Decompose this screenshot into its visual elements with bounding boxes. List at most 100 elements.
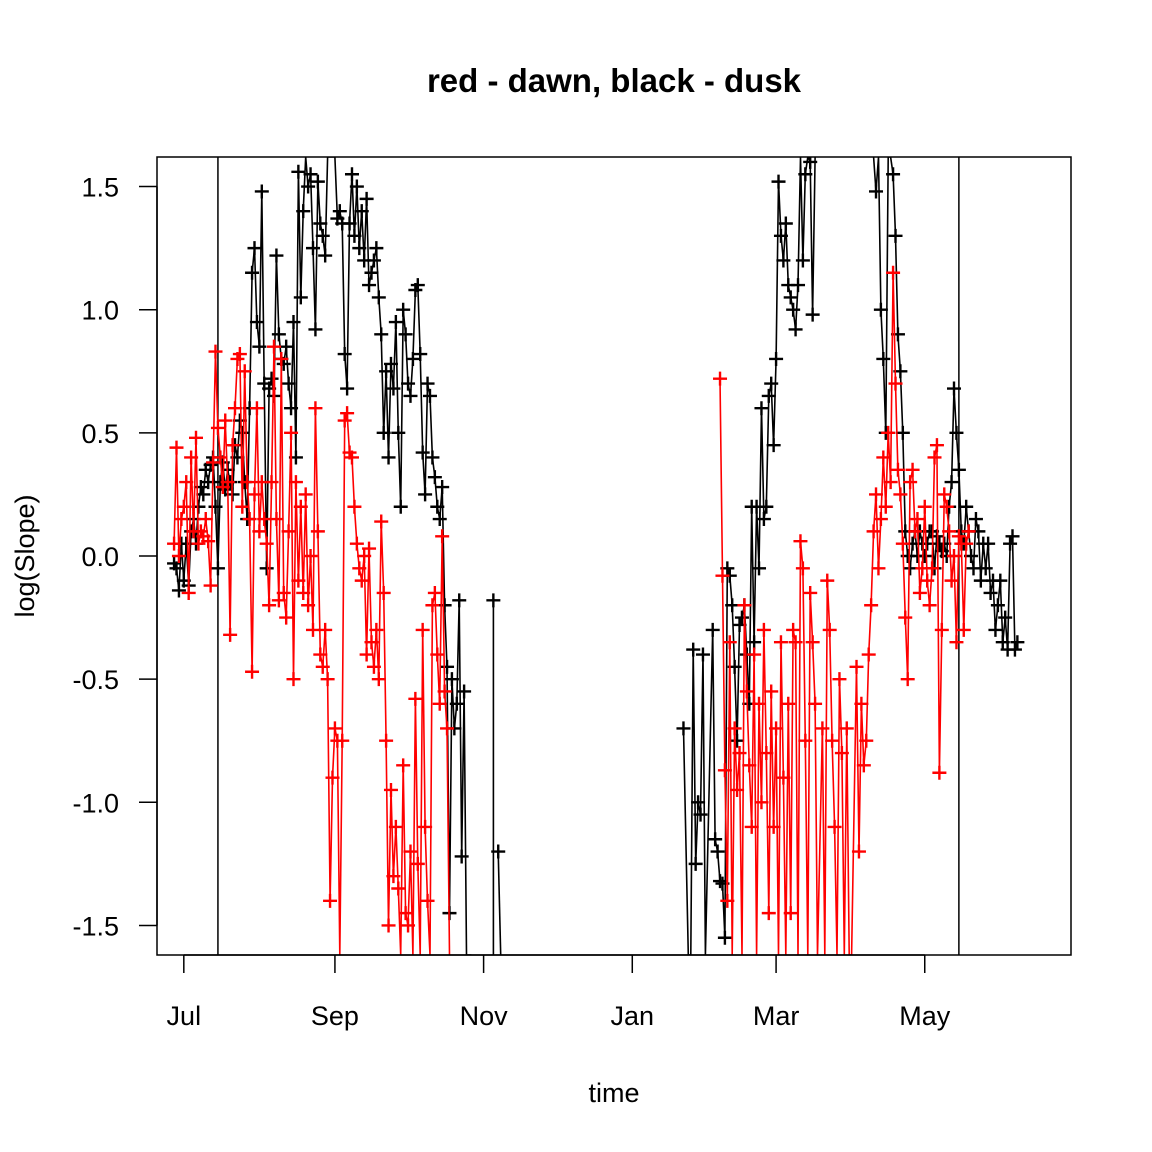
y-tick-label-5: 1.0 (81, 296, 119, 326)
series-dusk-run1-point-56 (303, 167, 318, 182)
series-dusk-run1-point-43 (271, 327, 286, 342)
series-dawn-run2-point-33 (793, 534, 808, 549)
series-dawn-run2-point-71 (890, 462, 905, 477)
series-dusk-run1-point-96 (403, 388, 418, 403)
series-dawn-run2-point-98 (956, 622, 971, 637)
series-dawn-run1-line (173, 346, 451, 955)
series-dawn-run2-point-28 (781, 696, 796, 711)
series-dusk-run1-point-52 (293, 290, 308, 305)
series-dawn-run2-point-94 (947, 549, 962, 563)
series-dusk-run1-point-47 (281, 376, 296, 391)
series-dawn-run1-point-53 (296, 585, 311, 600)
series-dawn-run1-point-46 (279, 610, 294, 625)
series-dusk-run1-point-35 (252, 339, 267, 354)
y-tick-label-1: -1.0 (72, 788, 119, 818)
series-dusk-run1-point-103 (420, 376, 435, 391)
series-dawn-run1-point-3 (174, 512, 189, 527)
series-dawn-run2-point-82 (917, 499, 932, 514)
series-dusk-run1-point-1 (169, 561, 184, 576)
series-dawn-run2-point-60 (864, 598, 879, 613)
series-dawn-run1-point-102 (415, 622, 430, 637)
series-dawn-run1-point-100 (410, 856, 425, 871)
series-dusk-run1-point-109 (435, 480, 450, 495)
series-dawn-run1-point-70 (337, 413, 352, 428)
series-dusk-run1-point-78 (359, 191, 374, 206)
series-dawn-run2-point-35 (798, 733, 813, 748)
series-dusk-run1-point-55 (301, 179, 316, 194)
series-dusk-run1-point-85 (376, 425, 391, 440)
series-dawn-run1-point-108 (430, 647, 445, 662)
series-dawn-run1-point-103 (418, 819, 433, 834)
series-dawn-run1-point-88 (381, 918, 396, 933)
series-dusk-run1-point-62 (318, 248, 333, 263)
series-dusk-run1-point-91 (391, 425, 406, 440)
series-dusk-run1-point-48 (284, 401, 299, 416)
series-dusk-run3-point-42 (968, 512, 983, 527)
series-dusk-run2-point-9 (705, 622, 720, 637)
series-dusk-run3-point-59 (1010, 635, 1025, 650)
series-dusk-run2-point-17 (725, 598, 740, 613)
series-dusk-run2-point-47 (798, 167, 813, 182)
series-dawn-run1-point-10 (191, 536, 206, 551)
series-dawn-run2-point-92 (942, 524, 957, 539)
series-dawn-run1-point-104 (420, 893, 435, 908)
series-dawn-run1-point-78 (357, 549, 372, 563)
series-dusk-run1-point-67 (332, 204, 347, 219)
series-dawn-run2-point-96 (951, 529, 966, 544)
series-dusk-segment-0-point-0 (486, 593, 501, 608)
series-dusk-run1-point-92 (393, 499, 408, 514)
series-dawn-run1-point-30 (240, 475, 255, 490)
series-dawn-run2-point-58 (859, 733, 874, 748)
series-dawn-run1-point-111 (437, 684, 452, 699)
series-dawn-run1-point-57 (305, 622, 320, 637)
series-dusk-run2-point-41 (783, 290, 798, 305)
series-dawn-run1-point-4 (176, 499, 191, 514)
series-dusk-run2-point-34 (766, 438, 781, 453)
series-dawn-run2-point-16 (752, 696, 767, 711)
series-dusk-run2-point-10 (708, 832, 723, 847)
series-dawn-run1-point-56 (303, 549, 318, 563)
series-dusk-run1-point-53 (296, 204, 311, 219)
series-dawn-run1-point-66 (327, 721, 342, 736)
series-dusk-run1-point-116 (452, 593, 467, 608)
series-dawn-run2-point-4 (722, 635, 737, 650)
series-dusk-run3-point-46 (978, 561, 993, 576)
series-dusk-run2-point-21 (734, 610, 749, 625)
series-dawn-run2-point-45 (825, 733, 840, 748)
series-dawn-run2-point-30 (786, 622, 801, 637)
x-tick-label-5: May (899, 1001, 951, 1031)
series-dusk-run1-point-111 (440, 659, 455, 674)
series-dusk-run1-point-93 (396, 302, 411, 317)
series-dawn-run2-point-22 (766, 819, 781, 834)
series-dawn-run1-point-55 (301, 598, 316, 613)
series-dusk-run1-point-110 (437, 598, 452, 613)
series-dusk-run3-point-32 (944, 475, 959, 490)
series-dawn-run2-point-0 (713, 371, 728, 386)
series-dawn-run1-point-74 (347, 499, 362, 514)
series-dusk-run1-point-18 (210, 561, 225, 576)
series-dawn-run1-point-49 (286, 672, 301, 687)
series-dawn-run2-point-38 (805, 635, 820, 650)
series-dawn-run2-point-67 (881, 425, 896, 440)
series-dawn-run1-point-43 (271, 593, 286, 608)
series-dawn-run1-point-71 (340, 406, 355, 421)
series-dawn-run1-point-54 (298, 487, 313, 502)
series-dawn-run1-point-64 (323, 893, 338, 908)
series-dawn-run1-point-86 (376, 585, 391, 600)
series-dusk-run1-point-86 (379, 364, 394, 379)
series-dusk-run1-point-75 (352, 241, 367, 256)
series-dusk-run1-point-46 (279, 339, 294, 354)
series-dawn-run2-point-46 (827, 819, 842, 834)
series-dawn-run1-point-65 (325, 770, 340, 785)
series-dusk-run1-point-71 (342, 216, 357, 231)
series-dawn-run2-point-75 (900, 672, 915, 687)
series-dawn-run2-line (719, 272, 970, 955)
series-dawn-run2-point-59 (861, 647, 876, 662)
series-dusk-run2-point-50 (805, 307, 820, 322)
x-tick-label-4: Mar (753, 1001, 800, 1031)
series-dawn-run1-point-110 (435, 529, 450, 544)
series-dawn-run2-point-91 (939, 499, 954, 514)
series-dawn-run2-point-79 (910, 512, 925, 527)
series-dawn-run1-point-16 (206, 455, 221, 470)
series-dawn-run2-point-1 (715, 568, 730, 583)
